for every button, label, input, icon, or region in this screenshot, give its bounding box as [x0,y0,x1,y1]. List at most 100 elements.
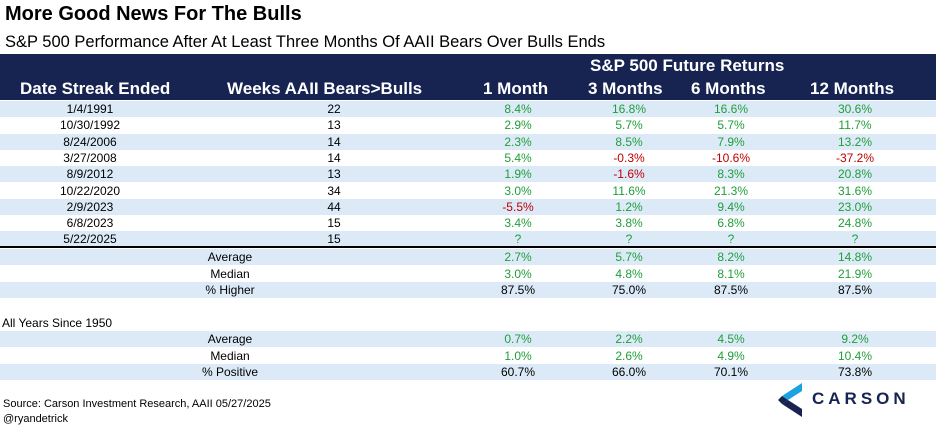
summary-row: % Positive 60.7% 66.0% 70.1% 73.8% [0,364,936,381]
header-12-months: 12 Months [810,79,895,98]
return-3m-cell: -1.6% [613,167,645,182]
logo-text: CARSON [812,389,910,408]
return-1m-cell: ? [514,232,522,247]
return-6m-cell: 5.7% [717,118,745,133]
return-3m-cell: 11.6% [612,183,646,198]
carson-logo: CARSON [778,383,918,417]
summary-12m-cell: 9.2% [841,332,869,346]
summary-3m-cell: 4.8% [615,266,643,281]
summary-row: Average 2.7% 5.7% 8.2% 14.8% [0,249,936,266]
date-cell: 1/4/1991 [66,102,114,116]
page-subtitle: S&P 500 Performance After At Least Three… [5,33,606,51]
weeks-cell: 15 [327,216,341,231]
summary-label: % Higher [205,283,255,297]
summary-12m-cell: 21.9% [837,266,873,281]
summary-6m-cell: 8.1% [717,266,745,281]
weeks-cell: 13 [327,167,341,182]
summary-3m-cell: 66.0% [611,365,647,379]
return-1m-cell: 3.4% [504,216,532,231]
date-cell: 2/9/2023 [66,199,114,214]
summary-label: Median [210,266,250,281]
return-12m-cell: 23.0% [837,199,873,214]
summary-6m-cell: 4.9% [717,348,745,363]
table-row: 2/9/2023 44 -5.5% 1.2% 9.4% 23.0% [0,198,936,216]
summary-1m-cell: 2.7% [504,250,532,264]
return-1m-cell: 5.4% [504,150,532,165]
table-row: 5/22/2025 15???? [0,231,936,248]
return-6m-cell: 6.8% [717,216,745,231]
header-future-returns: S&P 500 Future Returns [590,56,785,75]
return-3m-cell: 3.8% [615,216,643,231]
date-cell: 3/27/2008 [63,150,117,165]
weeks-cell: 13 [327,118,341,133]
return-12m-cell: 30.6% [837,102,873,116]
return-1m-cell: 2.3% [504,134,532,149]
return-3m-cell: -0.3% [613,150,645,165]
summary-3m-cell: 75.0% [611,283,647,297]
summary-1m-cell: 87.5% [500,283,536,297]
weeks-cell: 15 [327,232,341,247]
divider-line [0,246,936,248]
summary-row: Median 1.0% 2.6% 4.9% 10.4% [0,348,936,364]
return-1m-cell: 2.9% [504,118,532,133]
summary-1m-cell: 1.0% [504,348,532,363]
return-6m-cell: 8.3% [717,167,745,182]
date-cell: 8/24/2006 [63,134,117,149]
summary-row: % Higher 87.5% 75.0% 87.5% 87.5% [0,282,936,299]
summary-6m-cell: 70.1% [713,365,749,379]
summary-6m-cell: 4.5% [717,332,745,346]
return-1m-cell: 8.4% [504,102,532,116]
summary-row: Median 3.0% 4.8% 8.1% 21.9% [0,266,936,282]
summary-3m-cell: 5.7% [615,250,643,264]
summary-6m-cell: 8.2% [717,250,745,264]
weeks-cell: 14 [327,150,341,165]
return-12m-cell: 20.8% [837,167,873,182]
summary-3m-cell: 2.6% [615,348,643,363]
return-3m-cell: 8.5% [615,134,643,149]
summary-label: Average [207,250,253,264]
summary-label: Median [210,348,250,363]
return-12m-cell: 24.8% [837,216,873,231]
summary-1m-cell: 3.0% [504,266,532,281]
author-handle: @ryandetrick [3,413,68,425]
header-weeks: Weeks AAII Bears>Bulls [227,79,423,98]
return-6m-cell: 21.3% [713,183,749,198]
return-3m-cell: 5.7% [615,118,643,133]
summary-1m-cell: 60.7% [500,365,536,379]
return-3m-cell: 1.2% [615,199,643,214]
summary-6m-cell: 87.5% [713,283,749,297]
return-12m-cell: 31.6% [837,183,873,198]
return-12m-cell: 11.7% [838,118,872,133]
summary-1m-cell: 0.7% [504,332,532,346]
date-cell: 10/30/1992 [59,118,121,133]
return-6m-cell: 16.6% [713,102,749,116]
summary-3m-cell: 2.2% [615,332,643,346]
table-row: 3/27/2008 14 5.4% -0.3% -10.6% -37.2% [0,150,936,166]
weeks-cell: 14 [327,134,341,149]
summary-label: % Positive [201,365,259,379]
header-3-months: 3 Months [588,79,663,98]
return-1m-cell: -5.5% [502,199,534,214]
summary-label: Average [207,332,253,346]
summary-12m-cell: 73.8% [837,365,873,379]
date-cell: 10/22/2020 [59,183,121,198]
table-header: S&P 500 Future Returns Date Streak Ended… [0,54,936,100]
return-1m-cell: 3.0% [504,183,532,198]
summary-12m-cell: 87.5% [837,283,873,297]
table-row: 8/9/2012 13 1.9% -1.6% 8.3% 20.8% [0,166,936,183]
all-years-label: All Years Since 1950 [2,316,113,330]
table-row: 8/24/2006 14 2.3% 8.5% 7.9% 13.2% [0,133,936,150]
weeks-cell: 34 [327,183,341,198]
return-6m-cell: ? [727,232,735,247]
return-3m-cell: ? [625,232,633,247]
table-row: 6/8/2023 15 3.4% 3.8% 6.8% 24.8% [0,215,936,231]
date-cell: 6/8/2023 [66,216,114,231]
return-1m-cell: 1.9% [504,167,532,182]
table-row: 10/22/2020 34 3.0% 11.6% 21.3% 31.6% [0,183,936,199]
weeks-cell: 44 [327,199,341,214]
carson-chevron-icon [778,383,802,417]
return-3m-cell: 16.8% [611,102,647,116]
date-cell: 5/22/2025 [63,232,117,247]
return-6m-cell: -10.6% [711,150,751,165]
page-title: More Good News For The Bulls [5,3,302,25]
